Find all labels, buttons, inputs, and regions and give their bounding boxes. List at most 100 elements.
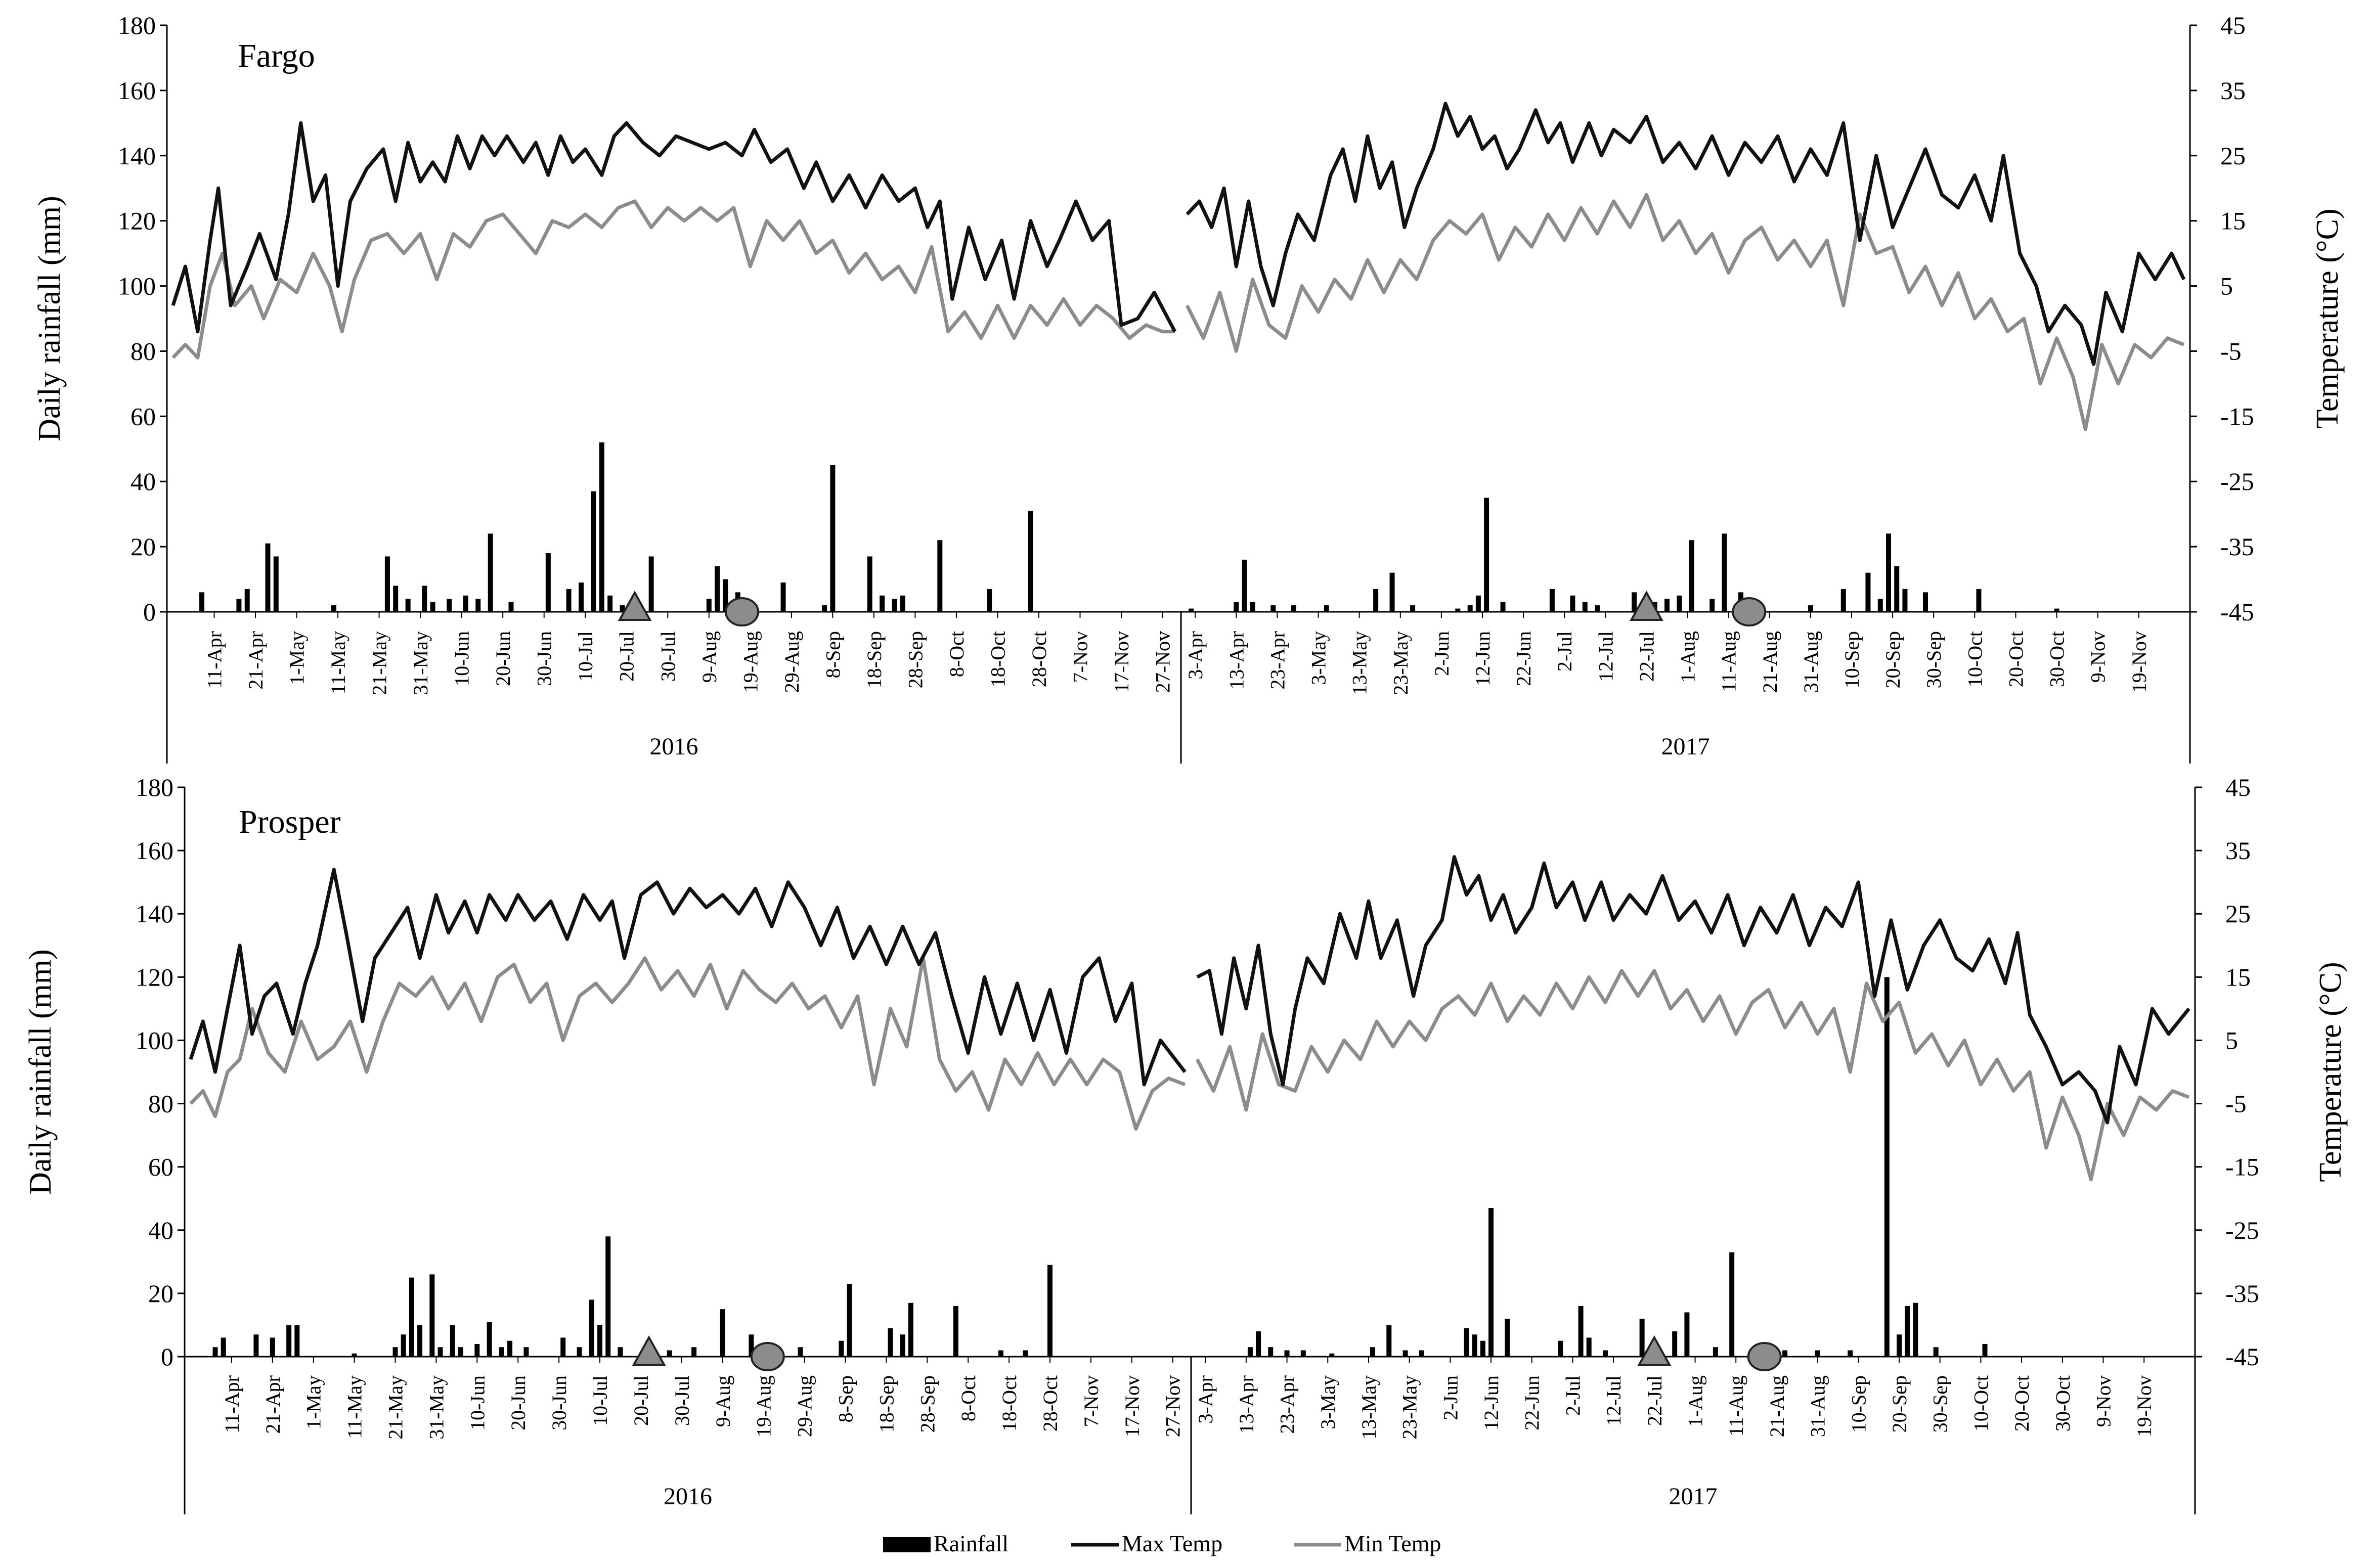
rainfall-bar [1386, 1325, 1392, 1357]
rainfall-bar [1234, 602, 1239, 612]
legend-max-temp-label: Max Temp [1122, 1531, 1222, 1556]
rainfall-bar [1877, 599, 1883, 612]
year-label: 2017 [1661, 733, 1710, 760]
rainfall-bar [667, 1350, 672, 1357]
rainfall-bar [545, 553, 551, 612]
rainfall-bar [1689, 540, 1694, 612]
x-tick-label: 18-Oct [998, 1375, 1021, 1431]
rainfall-bar [499, 1347, 504, 1357]
rainfall-bar [384, 556, 390, 612]
x-tick-label: 3-May [1307, 631, 1330, 685]
y2-tick-label: -25 [2225, 1216, 2259, 1244]
fargo-panel: 0 20 40 60 80 100 120 140 160 180 -45 -35 -25 -15 -5 5 1… [32, 11, 2345, 764]
y2-tick-label: 25 [2220, 142, 2246, 170]
y2-tick-label: -35 [2220, 532, 2254, 561]
x-tick-label: 10-Jul [589, 1375, 611, 1426]
x-tick-label: 9-Nov [2087, 631, 2110, 683]
rainfall-bar [599, 442, 604, 612]
max-temp-line [171, 121, 1177, 334]
x-tick-label: 23-May [1389, 631, 1412, 695]
year-label: 2016 [664, 1483, 712, 1510]
x-tick-label: 12-Jun [1471, 631, 1494, 686]
y2-axis-title: Temperature (°C) [2310, 208, 2345, 428]
min-temp-line [1195, 969, 2190, 1182]
rainfall-bar [597, 1325, 603, 1357]
rainfall-bar [286, 1325, 292, 1357]
rainfall-bar [401, 1334, 406, 1357]
y2-tick-label: 35 [2225, 836, 2251, 865]
rainfall-bar [780, 583, 786, 612]
rainfall-bar [620, 605, 625, 612]
rainfall-bar [720, 1309, 725, 1357]
x-tick-label: 30-Jul [671, 1375, 693, 1426]
circle-marker [725, 597, 760, 626]
prosper-panel: 0 20 40 60 80 100 120 140 160 180 -45 -35 -25 -15 -5 5 1… [23, 773, 2348, 1514]
y-tick-label: 180 [118, 11, 156, 39]
rainfall-bar [1324, 605, 1329, 612]
rainfall-bar [560, 1337, 566, 1357]
circle-marker [750, 1342, 785, 1371]
x-tick-label: 13-Apr [1225, 631, 1248, 690]
y2-tick-label: 45 [2225, 773, 2251, 801]
y2-tick-label: -5 [2220, 337, 2242, 365]
x-tick-label: 19-Aug [739, 631, 762, 693]
y-tick-label: 140 [136, 900, 173, 928]
rainfall-bar [1419, 1350, 1424, 1357]
rainfall-bar [1268, 1347, 1274, 1357]
x-tick-label: 19-Nov [2128, 631, 2151, 693]
y-tick-label: 160 [118, 76, 156, 105]
x-tick-label: 31-Aug [1807, 1375, 1829, 1437]
rainfall-bar [1472, 1334, 1477, 1357]
x-tick-label: 31-Aug [1800, 631, 1822, 693]
rainfall-bar [507, 1340, 513, 1357]
y-tick-label: 120 [118, 207, 156, 235]
legend: Rainfall Max Temp Min Temp [883, 1531, 1441, 1556]
x-tick-label: 27-Nov [1152, 631, 1174, 693]
x-tick-label: 10-Sep [1847, 1375, 1870, 1432]
rainfall-bar [1329, 1353, 1335, 1357]
x-tick-label: 21-May [368, 631, 391, 695]
min-temp-line [1185, 193, 2185, 431]
rainfall-bar [450, 1325, 455, 1357]
rainfall-bar [429, 1274, 435, 1357]
triangle-marker [632, 1335, 666, 1366]
x-tick-label: 3-Apr [1194, 1375, 1217, 1424]
x-tick-label: 29-Aug [780, 631, 803, 693]
rainfall-bar [1782, 1350, 1788, 1357]
rainfall-bar [199, 592, 205, 612]
x-tick-label: 18-Sep [863, 631, 886, 688]
rainfall-bar [953, 1306, 958, 1357]
rainfall-bar [331, 605, 336, 612]
rainfall-bar [2054, 608, 2059, 612]
rainfall-bar [1242, 559, 1247, 612]
y-tick-label: 0 [143, 598, 156, 626]
rainfall-bar [1923, 592, 1928, 612]
y-tick-label: 40 [148, 1216, 173, 1244]
rainfall-bar [508, 602, 514, 612]
x-tick-label: 8-Sep [834, 1375, 857, 1422]
x-tick-label: 3-May [1317, 1375, 1339, 1429]
x-tick-label: 7-Nov [1069, 631, 1091, 683]
rainfall-bar [1632, 592, 1637, 612]
x-tick-label: 30-Jun [548, 1375, 571, 1430]
x-tick-label: 17-Nov [1110, 631, 1133, 693]
x-tick-label: 20-Oct [2010, 1375, 2033, 1431]
y2-tick-label: -15 [2225, 1153, 2259, 1181]
rainfall-bar [1905, 1306, 1910, 1357]
x-tick-label: 2-Jul [1561, 1375, 1584, 1416]
y2-tick-label: -5 [2225, 1090, 2247, 1118]
x-tick-label: 28-Oct [1039, 1375, 1062, 1431]
rainfall-bar [270, 1337, 275, 1357]
rainfall-bar [892, 599, 897, 612]
max-temp-line [189, 868, 1187, 1087]
x-tick-label: 1-Aug [1677, 631, 1699, 683]
x-tick-label: 30-Sep [1929, 1375, 1952, 1432]
rainfall-bar [474, 1343, 480, 1357]
x-tick-label: 29-Aug [794, 1375, 816, 1437]
rainfall-bar [1848, 1350, 1853, 1357]
x-tick-label: 20-Sep [1888, 1375, 1911, 1432]
x-tick-label: 12-Jul [1594, 631, 1617, 682]
y-tick-label: 0 [161, 1342, 173, 1371]
x-tick-label: 30-Jul [656, 631, 679, 682]
rainfall-bar [1729, 1252, 1735, 1357]
